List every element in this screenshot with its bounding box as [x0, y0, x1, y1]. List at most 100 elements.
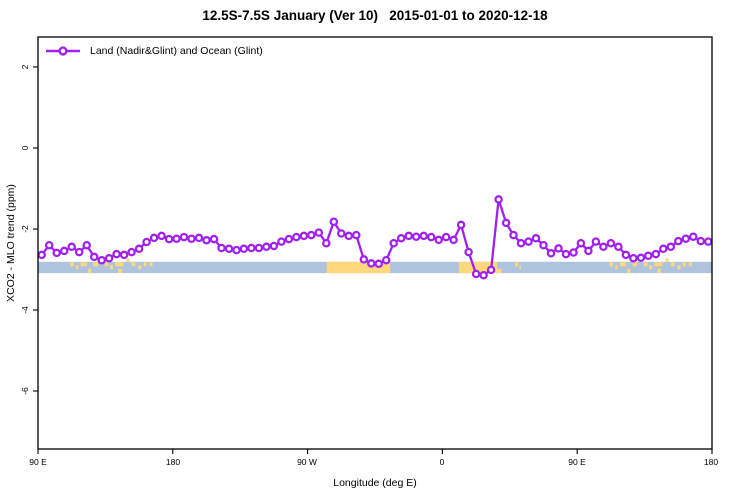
legend-label: Land (Nadir&Glint) and Ocean (Glint) — [90, 45, 263, 57]
x-tick-label: 90 W — [297, 457, 317, 467]
data-point-marker — [599, 242, 608, 252]
data-point-marker — [367, 259, 376, 268]
data-point-marker — [67, 242, 76, 252]
data-point-marker — [659, 244, 668, 254]
x-axis-title: Longitude (deg E) — [333, 477, 417, 489]
data-point-marker — [44, 240, 54, 250]
data-point-marker — [486, 265, 496, 275]
land-speckle — [118, 268, 122, 274]
land-speckle — [143, 262, 147, 267]
data-point-marker — [74, 247, 84, 257]
data-point-marker — [554, 244, 563, 253]
data-point-marker — [344, 231, 354, 241]
data-point-marker — [127, 247, 136, 257]
land-speckle — [677, 265, 681, 270]
data-point-marker — [426, 232, 436, 242]
land-speckle — [88, 268, 92, 274]
land-speckle — [138, 265, 142, 270]
land-speckle — [670, 262, 675, 267]
y-tick-label: -4 — [20, 306, 30, 314]
data-point-marker — [494, 195, 503, 204]
data-point-marker — [629, 253, 638, 263]
legend: Land (Nadir&Glint) and Ocean (Glint) — [45, 44, 263, 58]
data-point-marker — [666, 242, 676, 252]
y-axis-title: XCO2 - MLO trend (ppm) — [5, 184, 17, 302]
land-speckle — [115, 262, 124, 267]
data-point-marker — [142, 237, 151, 247]
data-point-marker — [202, 236, 211, 245]
data-point-marker — [576, 238, 586, 248]
land-speckle — [497, 268, 502, 274]
data-point-marker — [569, 248, 578, 257]
land-speckle — [609, 262, 614, 267]
land-speckle — [76, 265, 79, 270]
land-speckle — [665, 258, 669, 262]
land-speckle — [104, 262, 109, 267]
land-speckle — [80, 262, 87, 267]
data-point-marker — [449, 235, 458, 245]
data-point-marker — [591, 237, 601, 246]
data-point-marker — [292, 232, 301, 242]
data-point-marker — [277, 237, 286, 246]
data-point-marker — [217, 243, 226, 253]
data-point-marker — [269, 241, 279, 251]
data-point-marker — [322, 238, 331, 248]
data-point-marker — [696, 236, 706, 246]
land-speckle — [682, 262, 686, 267]
data-point-marker — [441, 232, 451, 242]
land-speckle — [688, 262, 692, 267]
data-point-marker — [149, 233, 159, 243]
chart-title: 12.5S-7.5S January (Ver 10) 2015-01-01 t… — [202, 8, 548, 23]
data-point-marker — [314, 228, 324, 237]
data-point-marker — [584, 246, 593, 256]
data-point-marker — [299, 231, 309, 241]
data-point-marker — [419, 231, 428, 241]
data-point-marker — [404, 231, 413, 241]
x-tick-label: 90 E — [29, 457, 47, 467]
data-point-marker — [389, 238, 398, 248]
data-point-marker — [89, 252, 99, 262]
land-speckle — [627, 268, 631, 274]
land-speckle — [70, 262, 74, 267]
data-point-marker — [524, 237, 533, 246]
data-point-marker — [352, 230, 361, 240]
data-point-marker — [396, 234, 406, 243]
data-point-marker — [509, 230, 518, 240]
data-point-marker — [516, 238, 526, 248]
data-point-marker — [194, 233, 204, 243]
data-point-marker — [112, 249, 121, 259]
data-point-marker — [329, 217, 339, 226]
land-speckle — [619, 262, 626, 267]
data-point-marker — [359, 255, 369, 264]
data-point-marker — [539, 240, 548, 250]
land-speckle — [654, 262, 663, 267]
data-point-marker — [239, 244, 249, 254]
data-point-marker — [689, 232, 698, 241]
land-speckle — [649, 265, 653, 270]
data-point-marker — [381, 255, 391, 265]
data-point-marker — [164, 234, 174, 244]
data-point-marker — [97, 255, 106, 265]
data-point-marker — [247, 243, 256, 253]
data-point-marker — [546, 249, 556, 258]
data-point-marker — [681, 234, 691, 243]
data-point-marker — [157, 231, 166, 241]
data-point-marker — [704, 237, 713, 246]
data-point-marker — [119, 250, 129, 260]
land-segment — [458, 261, 498, 274]
data-point-marker — [232, 245, 241, 255]
data-point-marker — [561, 249, 571, 259]
data-point-marker — [254, 243, 264, 253]
data-point-marker — [134, 244, 144, 254]
y-tick-label: -2 — [20, 225, 30, 233]
data-point-marker — [456, 220, 466, 230]
land-speckle — [657, 268, 662, 274]
data-point-marker — [674, 236, 683, 246]
data-point-marker — [434, 235, 443, 245]
data-point-marker — [172, 234, 181, 243]
data-point-marker — [471, 269, 481, 279]
x-tick-label: 90 E — [568, 457, 586, 467]
land-speckle — [131, 262, 136, 267]
legend-line-marker-icon — [46, 46, 80, 56]
